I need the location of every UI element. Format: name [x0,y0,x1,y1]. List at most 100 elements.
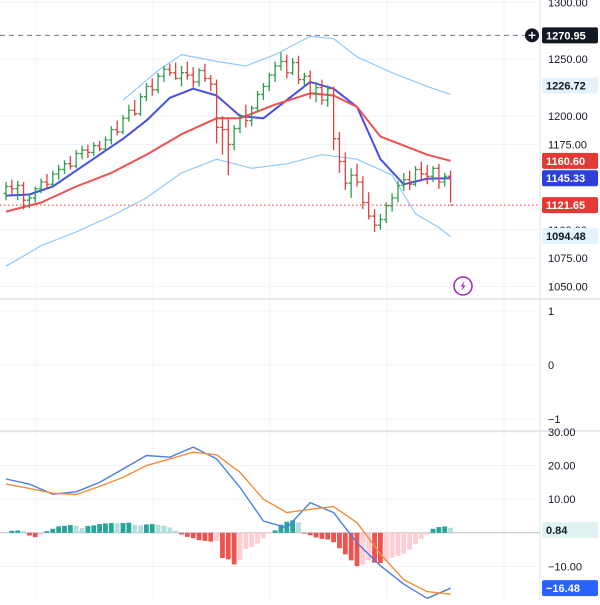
ohlc-bar[interactable] [395,180,401,203]
macd-histogram-bar [448,527,453,533]
price-value-badge: 1094.48 [542,228,598,245]
ohlc-bar[interactable] [301,72,307,87]
ohlc-bar[interactable] [161,65,167,82]
ohlc-bar[interactable] [208,75,214,91]
ohlc-bar[interactable] [407,170,413,190]
ohlc-bar[interactable] [389,193,395,212]
ohlc-bar[interactable] [196,68,202,87]
ohlc-bar[interactable] [231,125,237,151]
ohlc-bar[interactable] [360,176,366,210]
ohlc-bar[interactable] [108,126,114,145]
ohlc-bar[interactable] [325,85,331,107]
ohlc-bar[interactable] [67,155,73,170]
ohlc-bar[interactable] [307,70,313,99]
macd-histogram-bar [401,532,407,554]
ohlc-bar[interactable] [272,61,278,82]
ohlc-bar[interactable] [214,79,220,144]
ohlc-bar[interactable] [132,100,138,117]
ohlc-bar[interactable] [79,145,85,160]
ohlc-bar[interactable] [377,213,383,230]
ohlc-bar[interactable] [413,166,418,187]
ohlc-bar[interactable] [342,152,348,190]
ohlc-bar[interactable] [126,104,132,122]
ohlc-bar[interactable] [38,178,44,194]
ohlc-bar[interactable] [430,166,436,182]
ohlc-bar[interactable] [149,78,155,96]
ohlc-bar[interactable] [9,179,15,195]
macd-histogram-bar [366,532,372,561]
macd-histogram-bar [290,520,296,533]
ohlc-bar[interactable] [249,105,255,127]
ohlc-bar[interactable] [225,119,231,176]
ohlc-bar[interactable] [401,172,407,192]
ohlc-bar[interactable] [290,58,296,76]
ohlc-bar[interactable] [21,181,27,210]
macd-histogram-bar [179,532,184,535]
ohlc-bar[interactable] [436,163,442,189]
macd-tick-label: 30.00 [548,427,576,439]
macd-histogram-bar [91,525,97,533]
ohlc-bar[interactable] [56,164,62,180]
right-price-axis[interactable]: 1050.001075.001100.001175.001200.001250.… [548,0,588,573]
ohlc-bar[interactable] [85,144,91,159]
ohlc-bar[interactable] [278,52,284,71]
macd-histogram-bar [190,532,196,539]
ohlc-bar[interactable] [44,174,50,189]
ohlc-bar[interactable] [319,79,325,105]
ohlc-bar[interactable] [354,163,360,187]
ohlc-bar[interactable] [143,83,149,102]
ohlc-bar[interactable] [62,160,67,175]
ohlc-bar[interactable] [32,186,38,203]
ohlc-bar[interactable] [331,86,337,151]
macd-tick-label: 10.00 [548,494,576,506]
macd-histogram-bar [313,532,319,538]
ohlc-bar[interactable] [348,168,354,198]
ohlc-bar[interactable] [442,172,448,187]
ohlc-bar[interactable] [184,61,190,80]
ohlc-bar[interactable] [138,93,144,117]
ohlc-bar[interactable] [173,62,179,80]
ohlc-bar[interactable] [296,55,301,85]
ohlc-bar[interactable] [237,113,243,134]
price-panel[interactable] [0,28,540,296]
ohlc-bar[interactable] [155,72,161,94]
ohlc-bar[interactable] [366,192,372,220]
ohlc-bar[interactable] [260,83,266,101]
ohlc-bar[interactable] [418,161,424,180]
ohlc-bar[interactable] [284,54,290,79]
ohlc-bar[interactable] [167,63,173,77]
ohlc-bar[interactable] [190,67,196,88]
macd-histogram-bar [32,532,38,538]
ohlc-bar[interactable] [73,150,79,169]
macd-histogram-bar [418,532,424,539]
macd-histogram-bar [120,523,126,533]
ohlc-bar[interactable] [372,209,378,233]
ohlc-bar[interactable] [15,180,21,201]
ohlc-bar[interactable] [26,193,32,209]
ohlc-bar[interactable] [97,141,103,152]
ohlc-bar[interactable] [243,104,249,128]
price-badge-background [542,228,598,245]
macd-badge-background [542,521,598,538]
ohlc-bar[interactable] [50,170,56,187]
ohlc-bar[interactable] [266,72,272,91]
ohlc-bar[interactable] [114,120,120,136]
ohlc-bar[interactable] [313,81,319,103]
ohlc-bar[interactable] [448,170,454,206]
price-badge-label: 1145.33 [546,173,585,185]
ohlc-bar[interactable] [424,164,430,185]
ohlc-bar[interactable] [91,142,97,156]
ohlc-bar[interactable] [102,136,108,152]
ohlc-bar[interactable] [255,90,261,113]
ohlc-bar[interactable] [383,202,389,223]
ohlc-bar[interactable] [219,116,225,155]
price-tick-label: 1075.00 [548,253,588,265]
ohlc-bar[interactable] [120,114,126,135]
ohlc-bar[interactable] [336,131,342,173]
ohlc-bar[interactable] [202,63,208,82]
ohlc-bar[interactable] [179,65,184,87]
macd-panel[interactable] [0,446,540,599]
ohlc-bar[interactable] [3,181,9,201]
